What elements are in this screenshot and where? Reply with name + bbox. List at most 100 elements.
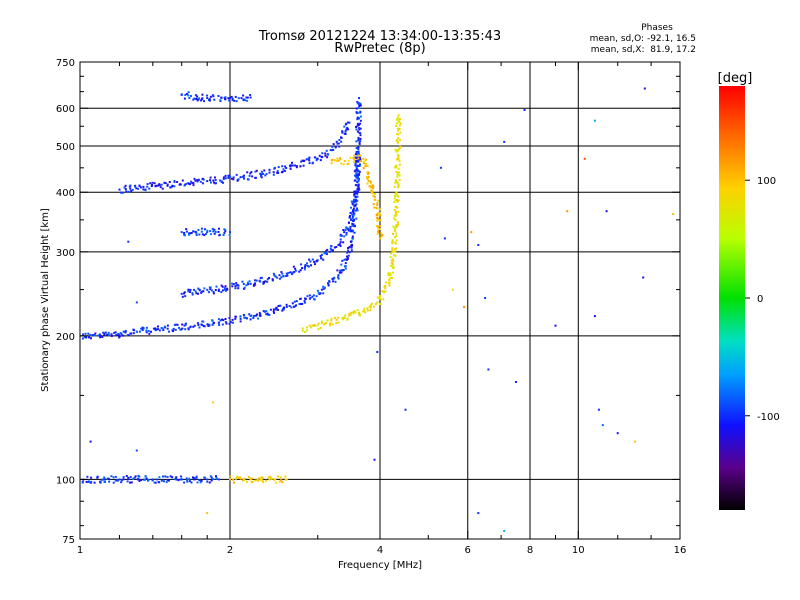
trace-point bbox=[250, 477, 253, 480]
trace-point bbox=[302, 164, 305, 167]
trace-point bbox=[189, 232, 192, 235]
trace-point bbox=[353, 179, 356, 182]
trace-point bbox=[187, 290, 190, 293]
trace-point bbox=[347, 162, 350, 165]
trace-point bbox=[193, 97, 196, 100]
trace-point bbox=[169, 186, 172, 189]
y-tick-label: 75 bbox=[62, 535, 75, 546]
trace-point bbox=[167, 479, 170, 482]
trace-point bbox=[366, 165, 369, 168]
trace-point bbox=[211, 319, 214, 322]
trace-point bbox=[289, 271, 292, 274]
trace-point bbox=[351, 213, 354, 216]
trace-point bbox=[181, 295, 184, 298]
trace-point bbox=[188, 291, 191, 293]
trace-point bbox=[378, 219, 381, 222]
trace-point bbox=[343, 258, 346, 261]
trace-point bbox=[222, 234, 225, 236]
scatter-point bbox=[89, 440, 92, 443]
trace-point bbox=[353, 231, 356, 234]
trace-point bbox=[278, 480, 281, 483]
trace-point bbox=[191, 181, 194, 184]
trace-point bbox=[394, 236, 396, 239]
trace-point bbox=[107, 477, 110, 480]
trace-point bbox=[341, 259, 344, 262]
trace-point bbox=[333, 276, 336, 279]
trace-point bbox=[366, 309, 369, 312]
trace-point bbox=[243, 479, 246, 482]
trace-point bbox=[228, 233, 231, 236]
trace-point bbox=[398, 120, 401, 123]
trace-anchor-point bbox=[350, 218, 353, 221]
phase-stats: Phases mean, sd,O: -92.1, 16.5 mean, sd,… bbox=[590, 23, 696, 55]
trace-point bbox=[103, 332, 106, 335]
trace-point bbox=[391, 267, 394, 269]
trace-point bbox=[351, 237, 354, 240]
trace-point bbox=[145, 329, 148, 332]
trace-point bbox=[266, 280, 269, 283]
trace-point bbox=[278, 274, 281, 277]
trace-point bbox=[159, 186, 162, 189]
trace-point bbox=[259, 277, 262, 280]
trace-point bbox=[184, 295, 187, 298]
trace-point bbox=[325, 250, 327, 253]
trace-point bbox=[252, 284, 255, 287]
trace-point bbox=[231, 318, 234, 321]
trace-point bbox=[128, 185, 131, 188]
trace-point bbox=[359, 163, 361, 166]
trace-point bbox=[139, 186, 142, 189]
trace-point bbox=[260, 170, 263, 173]
trace-point bbox=[184, 94, 187, 96]
trace-point bbox=[131, 188, 134, 191]
trace-point bbox=[184, 323, 187, 326]
trace-point bbox=[181, 323, 184, 326]
trace-point bbox=[390, 264, 393, 267]
trace-point bbox=[190, 481, 193, 484]
trace-point bbox=[391, 247, 394, 250]
y-tick-label: 100 bbox=[56, 475, 75, 486]
y-tick-label: 500 bbox=[56, 142, 75, 153]
trace-point bbox=[218, 234, 221, 237]
trace-point bbox=[349, 240, 352, 243]
trace-point bbox=[397, 141, 400, 144]
trace-point bbox=[120, 191, 122, 194]
scatter-point bbox=[523, 109, 526, 111]
trace-point bbox=[157, 325, 159, 328]
trace-point bbox=[377, 231, 380, 233]
trace-point bbox=[153, 481, 156, 484]
trace-point bbox=[115, 475, 117, 478]
scatter-point bbox=[206, 512, 209, 515]
trace-point bbox=[254, 282, 256, 285]
trace-point bbox=[391, 249, 394, 252]
trace-point bbox=[326, 282, 329, 285]
trace-point bbox=[201, 233, 204, 236]
trace-point bbox=[110, 475, 113, 478]
y-tick-label: 750 bbox=[56, 58, 75, 69]
trace-anchor-point bbox=[217, 478, 220, 481]
trace-point bbox=[198, 326, 201, 329]
trace-point bbox=[335, 246, 338, 248]
x-axis: 1 2 4 6 8 10 16 bbox=[77, 62, 686, 556]
trace-point bbox=[262, 172, 265, 175]
trace-point bbox=[357, 183, 360, 186]
trace-point bbox=[304, 331, 306, 334]
trace-point bbox=[380, 232, 383, 235]
trace-point bbox=[398, 124, 401, 127]
trace-point bbox=[355, 176, 358, 179]
trace-point bbox=[282, 275, 285, 278]
trace-point bbox=[215, 182, 217, 185]
trace-point bbox=[355, 128, 358, 131]
trace-point bbox=[358, 128, 361, 131]
trace-point bbox=[356, 192, 359, 195]
trace-point bbox=[351, 229, 354, 232]
trace-anchor-point bbox=[180, 231, 183, 234]
trace-point bbox=[254, 279, 257, 282]
trace-point bbox=[308, 258, 311, 261]
trace-point bbox=[340, 271, 343, 274]
trace-anchor-point bbox=[268, 171, 271, 174]
trace-point bbox=[202, 178, 205, 181]
trace-point bbox=[196, 179, 199, 182]
trace-point bbox=[289, 165, 292, 168]
trace-point bbox=[124, 188, 127, 191]
